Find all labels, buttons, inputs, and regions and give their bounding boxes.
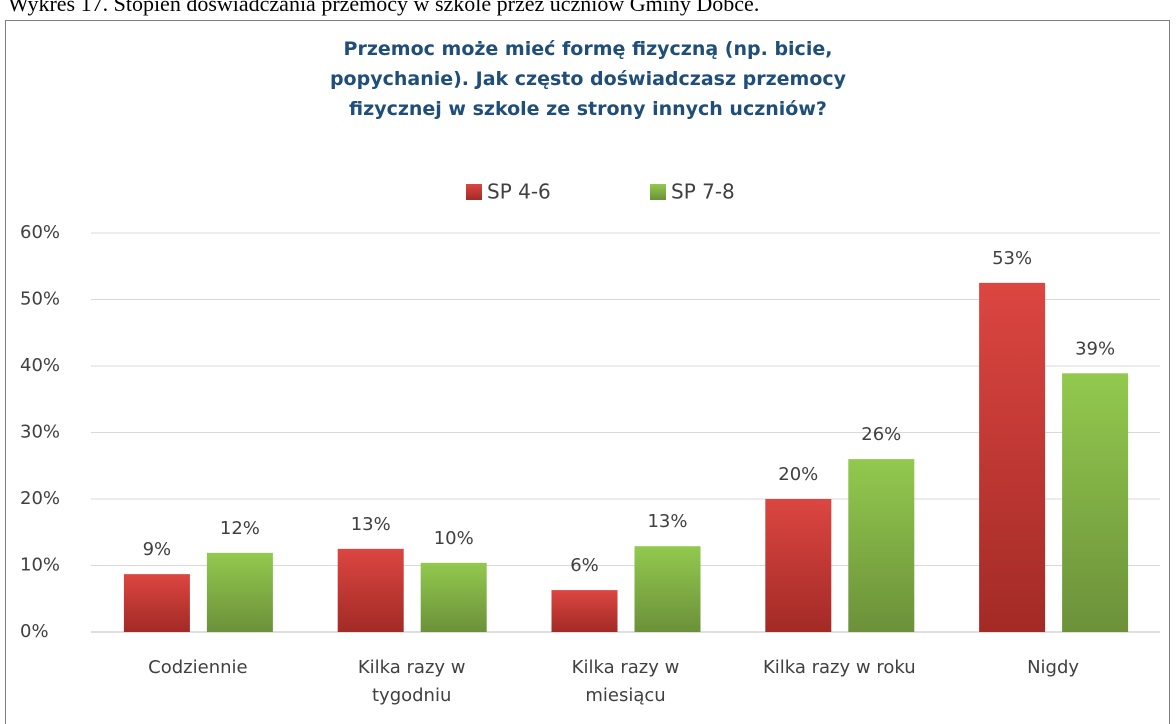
y-tick-label: 20% — [20, 488, 60, 509]
legend-label: SP 7-8 — [671, 180, 735, 204]
data-label: 20% — [778, 464, 818, 485]
data-label: 12% — [220, 518, 260, 539]
data-label: 26% — [861, 424, 901, 445]
caption: Wykres 17. Stopień doświadczania przemoc… — [8, 0, 760, 16]
x-tick-label: Kilka razy w tygodniu — [357, 657, 466, 706]
bar — [123, 574, 190, 632]
bar — [1062, 373, 1129, 632]
x-tick-label: Nigdy — [1027, 657, 1080, 678]
bar — [765, 499, 832, 632]
bar — [551, 590, 618, 632]
data-label: 9% — [143, 539, 172, 560]
bar — [337, 548, 404, 632]
bar — [634, 546, 701, 632]
y-tick-label: 60% — [20, 222, 60, 243]
bar — [206, 552, 273, 632]
x-tick-label: Kilka razy w miesiącu — [571, 657, 680, 706]
data-label: 13% — [351, 514, 391, 535]
y-tick-label: 10% — [20, 555, 60, 576]
data-label: 13% — [647, 511, 687, 532]
data-label: 6% — [570, 555, 599, 576]
bar — [420, 562, 487, 632]
data-label: 39% — [1075, 338, 1115, 359]
legend-swatch — [466, 184, 482, 200]
data-label: 53% — [992, 248, 1032, 269]
frame — [5, 20, 1170, 724]
y-tick-label: 50% — [20, 289, 60, 310]
chart-title: Przemoc może mieć formę fizyczną (np. bi… — [329, 38, 847, 120]
legend-swatch — [650, 184, 666, 200]
data-label: 10% — [434, 528, 474, 549]
bar — [979, 282, 1046, 632]
bar — [848, 459, 915, 632]
x-tick-label: Codziennie — [148, 657, 248, 678]
x-tick-label: Kilka razy w roku — [762, 657, 916, 678]
y-tick-label: 0% — [20, 621, 49, 642]
legend-label: SP 4-6 — [487, 180, 551, 204]
y-tick-label: 30% — [20, 422, 60, 443]
y-tick-label: 40% — [20, 355, 60, 376]
